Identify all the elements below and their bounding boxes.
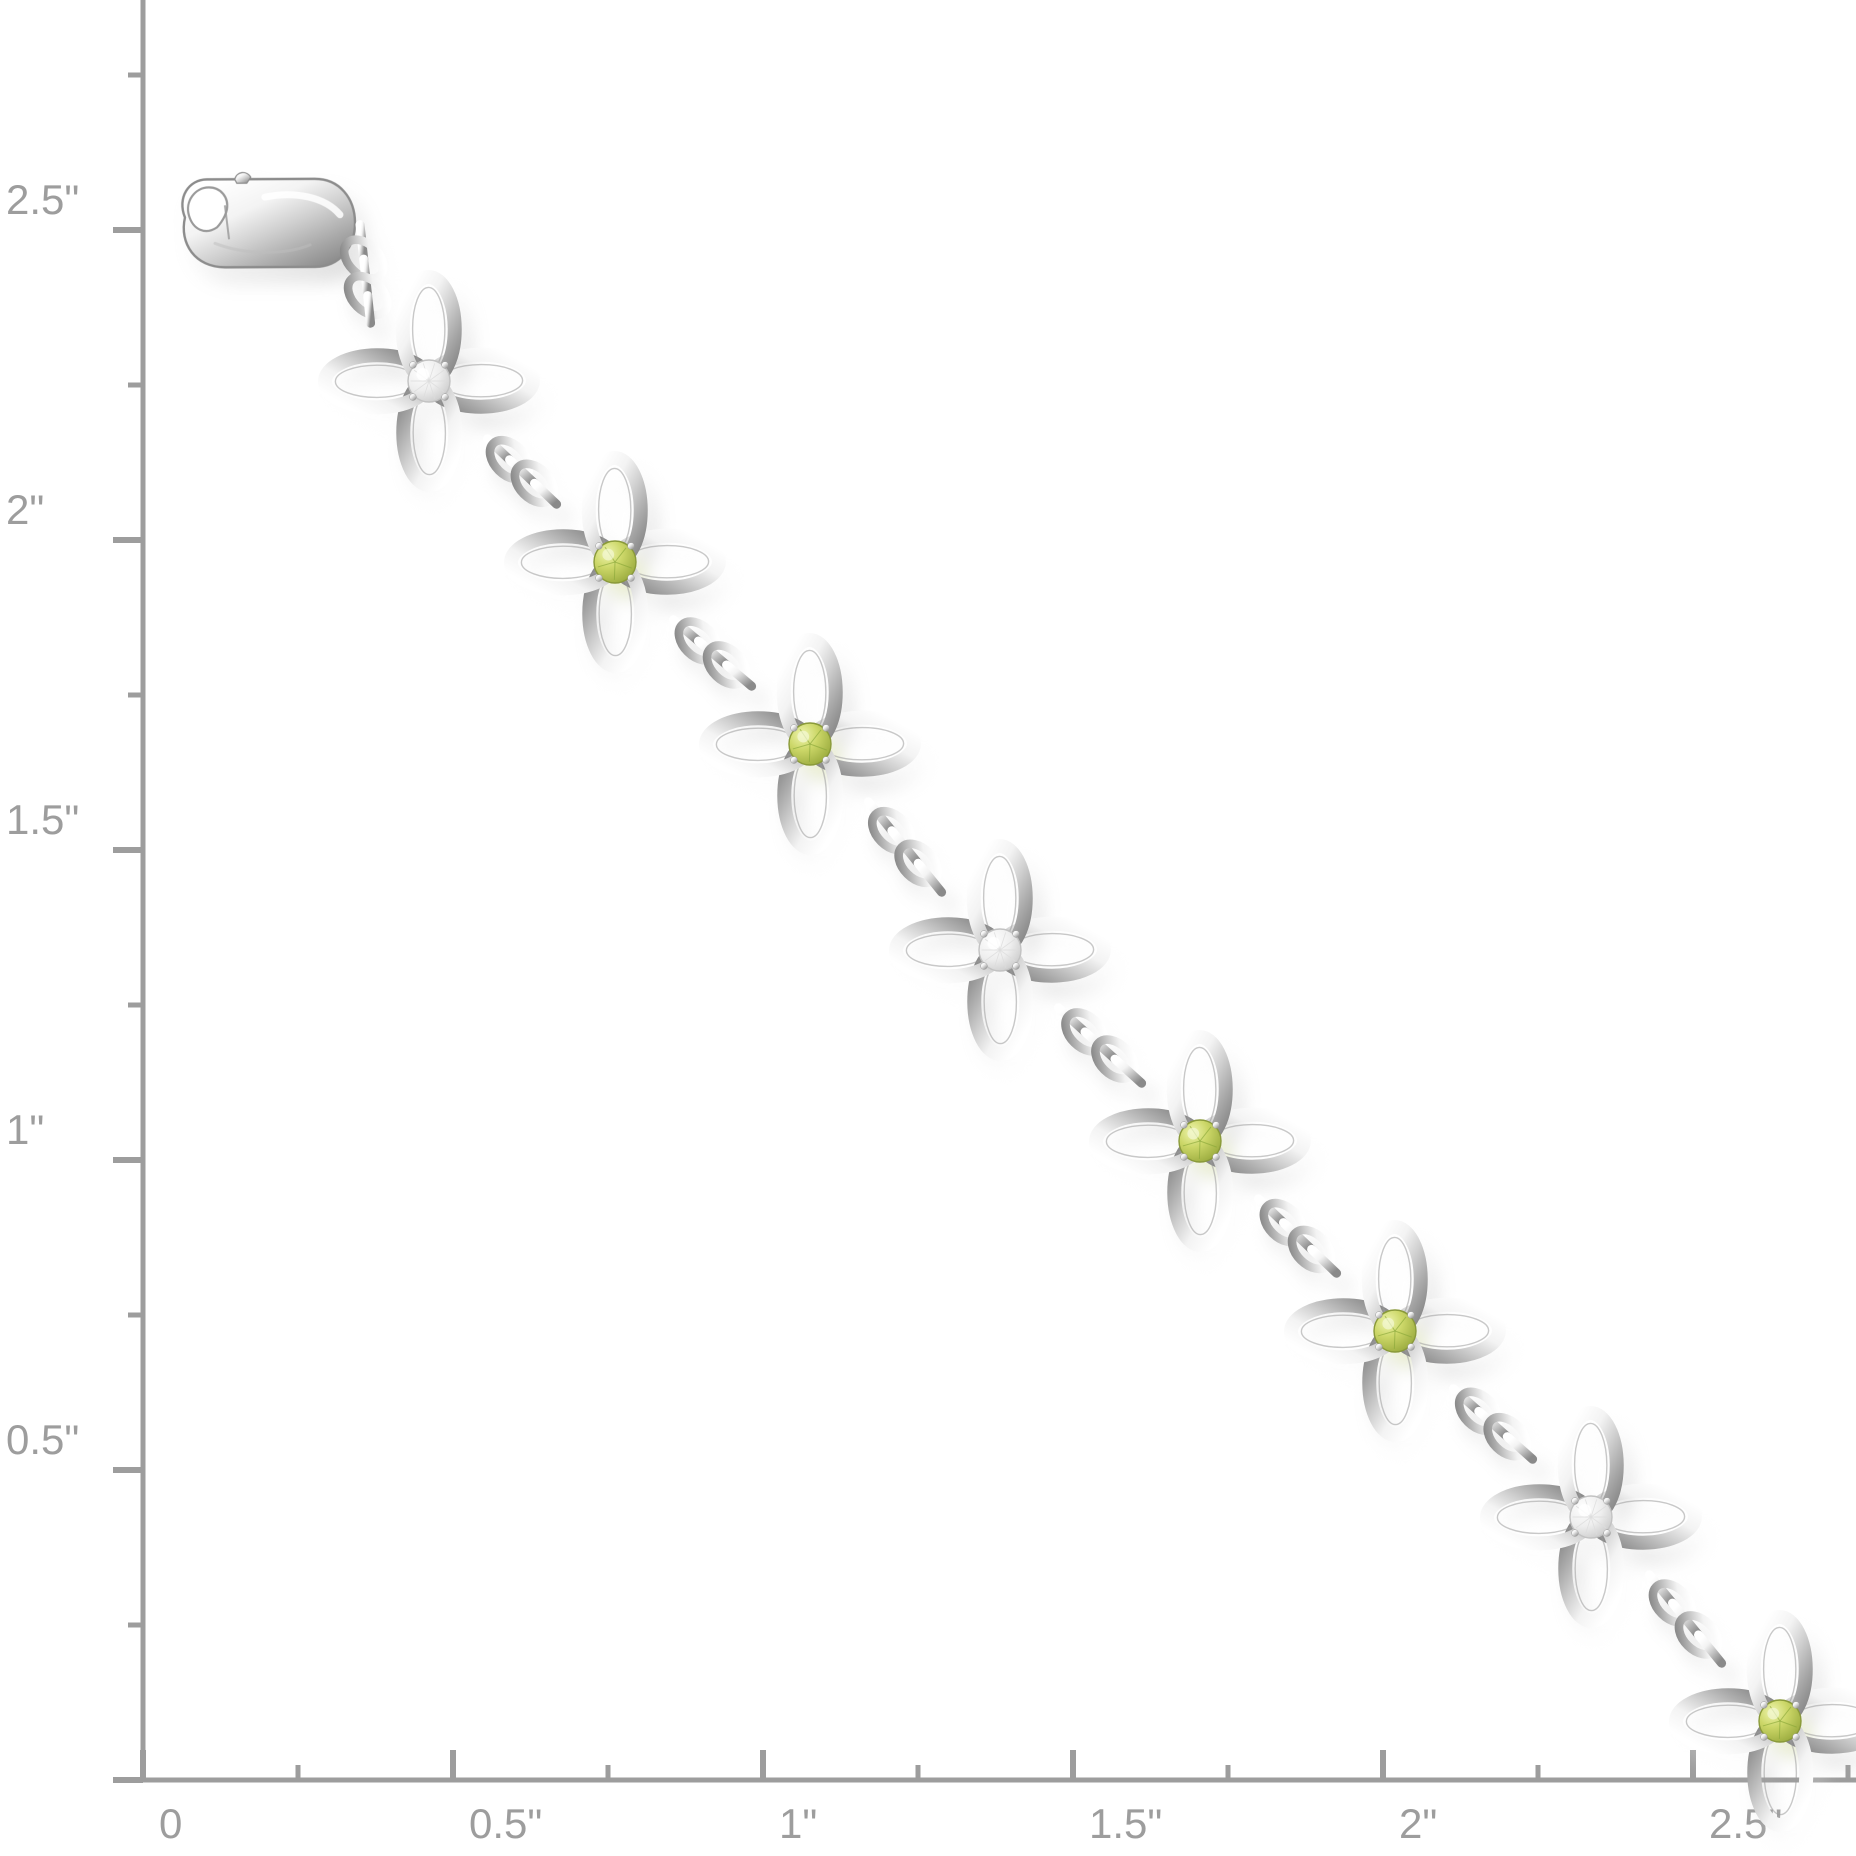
svg-text:1.5": 1.5" (6, 796, 79, 843)
svg-text:1": 1" (6, 1106, 44, 1153)
svg-text:0: 0 (159, 1800, 182, 1847)
svg-text:1.5": 1.5" (1089, 1800, 1162, 1847)
svg-text:2.5": 2.5" (6, 176, 79, 223)
svg-text:1": 1" (779, 1800, 817, 1847)
svg-text:2": 2" (1399, 1800, 1437, 1847)
svg-text:2": 2" (6, 486, 44, 533)
svg-text:0.5": 0.5" (6, 1416, 79, 1463)
svg-text:0.5": 0.5" (469, 1800, 542, 1847)
